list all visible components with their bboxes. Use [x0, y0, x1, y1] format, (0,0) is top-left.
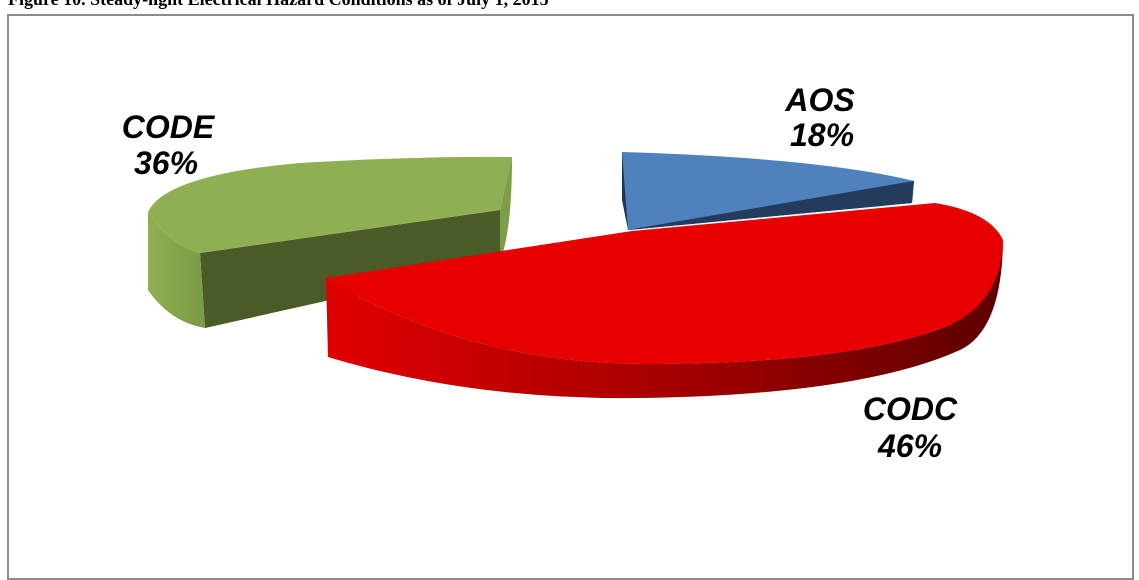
pie-slice-code-top — [148, 156, 512, 253]
pie-label-aos-name: AOS — [784, 82, 855, 118]
pie-slice-code-rim — [148, 212, 205, 328]
pie-label-code-value: 36% — [134, 145, 198, 181]
pie-label-codc-value: 46% — [877, 428, 942, 464]
pie-slice-aos — [622, 152, 914, 230]
pie-label-codc: CODC 46% — [863, 391, 958, 464]
pie-slice-code-rim-right — [500, 157, 512, 262]
chart-caption: Figure 10. Steady-light Electrical Hazar… — [8, 0, 549, 10]
pie-label-codc-name: CODC — [863, 391, 958, 427]
pie-label-aos: AOS 18% — [784, 82, 855, 153]
pie-slice-aos-rim — [628, 181, 914, 230]
pie-slice-codc-top — [326, 203, 1003, 365]
pie-slice-aos-top — [622, 152, 914, 230]
pie-label-code-name: CODE — [122, 109, 216, 145]
pie-slice-codc — [326, 203, 1003, 399]
pie-slice-code — [148, 156, 512, 328]
pie-label-aos-value: 18% — [790, 117, 854, 153]
pie-slice-codc-side — [326, 240, 1003, 399]
pie-label-code: CODE 36% — [122, 109, 216, 181]
pie-slice-code-cut-face — [200, 210, 500, 328]
